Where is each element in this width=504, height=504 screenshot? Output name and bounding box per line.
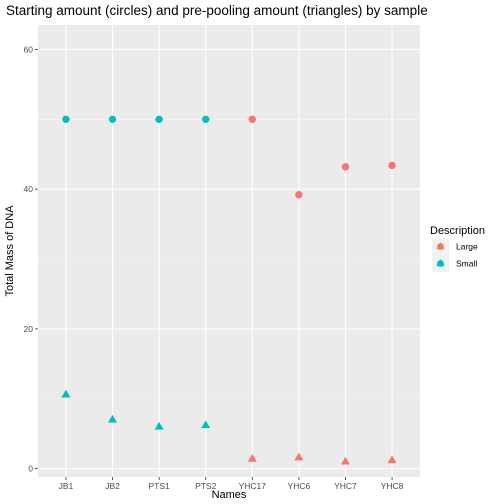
x-tick-label: YHC8	[381, 481, 404, 491]
data-point-circle	[155, 115, 163, 124]
y-axis-title: Total Mass of DNA	[4, 205, 16, 297]
data-point-circle	[62, 115, 70, 124]
data-point-circle	[108, 115, 117, 124]
data-point-triangle	[294, 452, 304, 461]
y-tick-label: 60	[24, 44, 34, 54]
x-tick-label: YHC6	[288, 481, 311, 491]
plot-panel	[38, 25, 420, 477]
data-points	[61, 115, 397, 465]
y-tick-label: 20	[24, 324, 34, 334]
grid-lines	[38, 25, 420, 477]
legend-key-triangle	[436, 242, 445, 250]
x-tick-label: JB2	[105, 481, 120, 491]
data-point-triangle	[387, 455, 397, 464]
x-tick-label: YHC7	[334, 481, 357, 491]
data-point-triangle	[247, 454, 257, 462]
legend: Description Large Small	[430, 225, 485, 272]
y-tick-label: 40	[24, 184, 34, 194]
y-axis: 0 20 40 60	[24, 44, 38, 474]
data-point-triangle	[61, 389, 71, 398]
legend-label: Large	[456, 242, 478, 252]
y-tick-label: 0	[28, 464, 33, 474]
legend-label: Small	[456, 259, 477, 269]
x-tick-label: PTS1	[148, 481, 170, 491]
data-point-circle	[388, 161, 396, 170]
data-point-circle	[295, 191, 303, 199]
data-point-triangle	[107, 414, 118, 423]
data-point-triangle	[201, 420, 211, 429]
data-point-triangle	[154, 421, 164, 430]
legend-title: Description	[430, 225, 485, 237]
x-tick-label: PTS2	[195, 481, 217, 491]
legend-key-triangle	[436, 259, 445, 267]
data-point-circle	[341, 163, 350, 171]
data-point-triangle	[340, 456, 351, 465]
x-axis-title: Names	[212, 489, 247, 501]
data-point-circle	[248, 115, 256, 124]
x-axis: JB1 JB2 PTS1 PTS2 YHC17 YHC6 YHC7 YHC8	[59, 477, 404, 491]
chart-title: Starting amount (circles) and pre-poolin…	[6, 3, 428, 18]
x-tick-label: YHC17	[239, 481, 267, 491]
x-tick-label: JB1	[59, 481, 74, 491]
data-point-circle	[202, 115, 210, 124]
